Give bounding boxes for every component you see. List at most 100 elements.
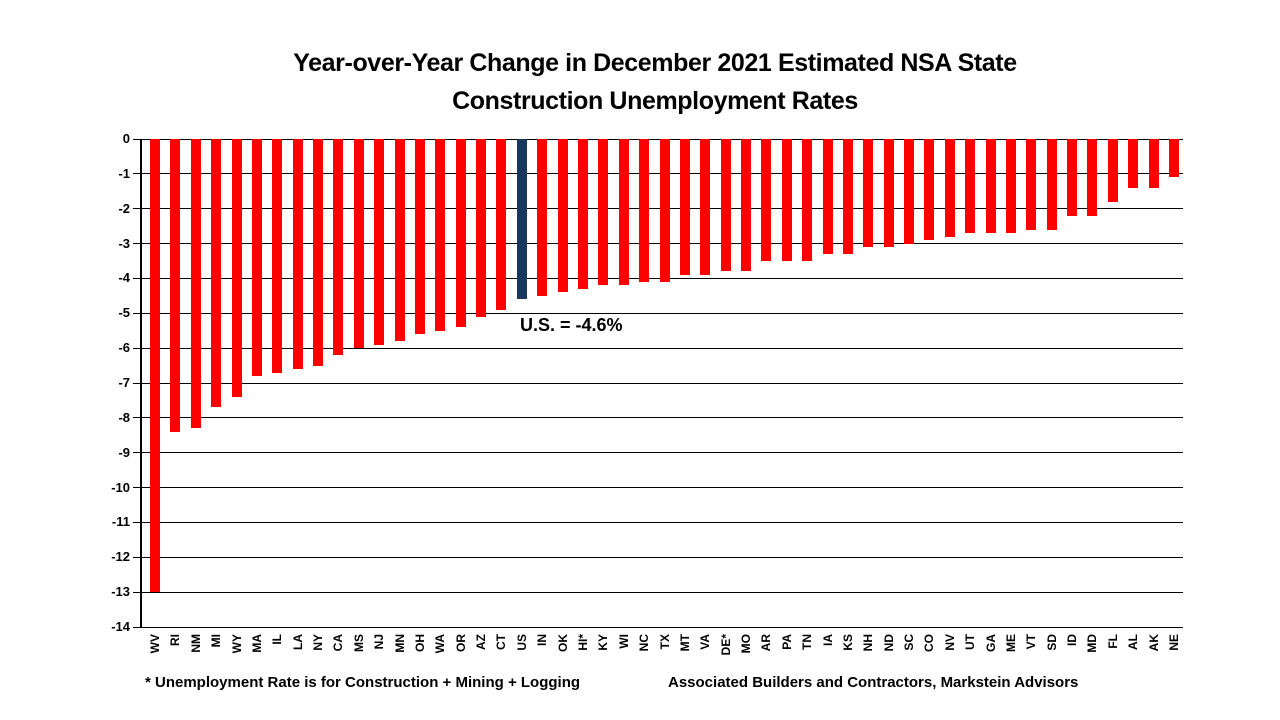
bar-co [924, 139, 935, 241]
bar-ks [842, 139, 853, 255]
y-axis-tick [133, 173, 142, 175]
gridline [142, 521, 1183, 523]
bar-tx [659, 139, 670, 282]
y-tick-label: -5 [118, 305, 130, 321]
bar-ca [333, 139, 344, 356]
bar-ga [985, 139, 996, 234]
bar-oh [414, 139, 425, 335]
bar-ak [1148, 139, 1159, 188]
y-tick-label: -12 [111, 549, 130, 565]
y-axis-tick [133, 487, 142, 489]
gridline [142, 626, 1183, 628]
bar-ri [170, 139, 181, 432]
gridline [142, 417, 1183, 419]
bar-ms [353, 139, 364, 349]
bar-ny [313, 139, 324, 366]
y-tick-label: -10 [111, 479, 130, 495]
y-axis-tick [133, 626, 142, 628]
y-axis-tick [133, 312, 142, 314]
bar-mi [211, 139, 222, 408]
gridline [142, 452, 1183, 454]
bar-ky [598, 139, 609, 286]
bar-ne [1169, 139, 1179, 178]
bar-la [292, 139, 303, 370]
bar-va [700, 139, 711, 275]
bar-or [455, 139, 466, 328]
gridline [142, 487, 1183, 489]
bar-pa [781, 139, 792, 261]
bar-chart: 0 -1 -2 -3 -4 -5 -6 -7 -8 -9 -10 -11 -12 -13 -14 WV RI NM… [111, 131, 1183, 655]
bar-in [537, 139, 548, 296]
bar-hi [577, 139, 588, 289]
bar-nj [374, 139, 385, 345]
y-axis-tick [133, 452, 142, 454]
bar-nc [639, 139, 650, 282]
x-label-ne: NE [1154, 634, 1194, 651]
bar-il [272, 139, 283, 373]
bar-mo [741, 139, 752, 272]
source-credit: Associated Builders and Contractors, Mar… [668, 674, 1079, 691]
bar-ia [822, 139, 833, 255]
bar-ok [557, 139, 568, 293]
bar-nm [190, 139, 201, 429]
bar-wi [618, 139, 629, 286]
y-axis-tick [133, 591, 142, 593]
y-axis-tick [133, 208, 142, 210]
bar-md [1087, 139, 1098, 216]
y-axis-tick [133, 417, 142, 419]
bar-nh [863, 139, 874, 248]
y-axis-tick [133, 347, 142, 349]
bar-wy [231, 139, 242, 397]
gridline [142, 347, 1183, 349]
x-label-text: NE [1167, 634, 1181, 651]
bar-sc [904, 139, 915, 244]
bar-vt [1026, 139, 1037, 230]
bar-fl [1107, 139, 1118, 202]
y-axis-tick [133, 556, 142, 558]
y-axis-tick [133, 382, 142, 384]
y-tick-label: -1 [118, 165, 130, 181]
bar-wv [150, 139, 160, 593]
bar-tn [802, 139, 813, 261]
y-axis-tick [133, 521, 142, 523]
gridline [142, 312, 1183, 314]
y-tick-label: 0 [122, 131, 130, 146]
bar-mn [394, 139, 405, 342]
y-tick-label: -14 [111, 619, 130, 634]
bar-ar [761, 139, 772, 261]
chart-title-line2: Construction Unemployment Rates [452, 87, 858, 115]
chart-title: Year-over-Year Change in December 2021 E… [130, 44, 1180, 120]
gridline [142, 591, 1183, 593]
bar-me [1005, 139, 1016, 234]
bar-mt [679, 139, 690, 275]
y-axis-tick [133, 277, 142, 279]
chart-title-line1: Year-over-Year Change in December 2021 E… [293, 49, 1017, 77]
y-tick-label: -13 [111, 584, 130, 600]
footnote: * Unemployment Rate is for Construction … [145, 674, 581, 691]
y-tick-label: -6 [118, 340, 130, 356]
y-tick-label: -9 [118, 444, 130, 460]
y-tick-label: -8 [118, 409, 130, 425]
bar-sd [1046, 139, 1057, 230]
y-tick-label: -11 [111, 514, 130, 530]
bar-az [476, 139, 487, 317]
bar-al [1128, 139, 1139, 188]
y-axis-tick [133, 243, 142, 245]
bar-nv [944, 139, 955, 237]
plot-area: 0 -1 -2 -3 -4 -5 -6 -7 -8 -9 -10 -11 -12 -13 -14 WV RI NM… [111, 131, 1183, 655]
gridline [142, 556, 1183, 558]
y-tick-label: -2 [118, 200, 130, 216]
bar-ma [251, 139, 262, 377]
y-tick-label: -4 [118, 270, 130, 286]
bar-ct [496, 139, 507, 310]
y-tick-label: -7 [118, 375, 130, 390]
gridline [142, 382, 1183, 384]
us-value-annotation: U.S. = -4.6% [520, 315, 623, 335]
bar-ut [965, 139, 976, 234]
bar-nd [883, 139, 894, 248]
bar-wa [435, 139, 446, 331]
y-axis-tick [133, 138, 142, 140]
bar-us [516, 139, 527, 300]
bar-de [720, 139, 731, 272]
